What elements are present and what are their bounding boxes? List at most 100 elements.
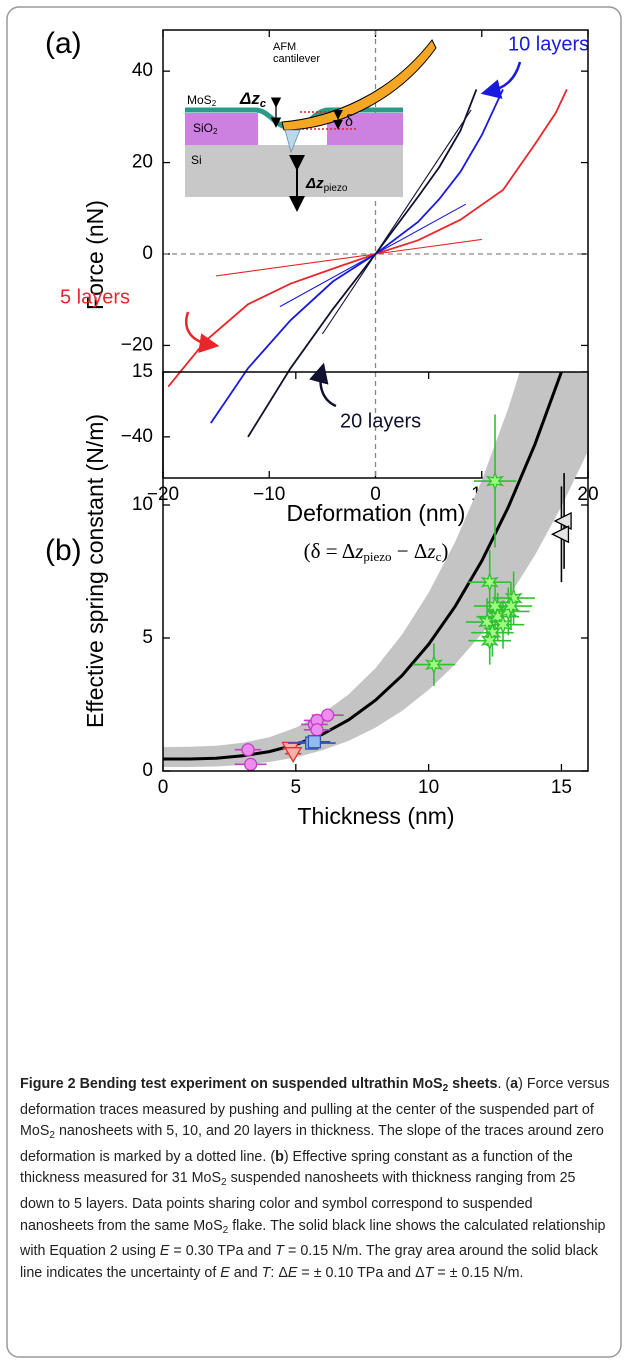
caption-text: sheets: [448, 1076, 498, 1092]
caption-text: T: [424, 1264, 434, 1281]
caption-text: nanosheets with 5, 10, and 20 layers in …: [20, 1123, 604, 1165]
data-point: [550, 525, 570, 544]
data-point: [480, 571, 499, 593]
caption-text: and: [229, 1264, 262, 1281]
inset-label: MoS2: [187, 93, 217, 108]
data-point: [480, 630, 499, 652]
caption-text: ) Effective spring constant as a functio…: [20, 1148, 573, 1187]
x-tick-label: −10: [253, 484, 285, 505]
x-axis-label: Deformation (nm): [287, 500, 466, 526]
x-tick-label: 15: [551, 777, 572, 798]
data-line: [210, 89, 504, 424]
tip: [284, 129, 301, 154]
caption-text: 2: [221, 1177, 227, 1189]
y-tick-label: 20: [132, 152, 153, 173]
formula-part: piezo: [363, 549, 391, 564]
x-tick-label: 0: [370, 484, 381, 505]
formula-part: c: [436, 549, 442, 564]
annotation-arrow: [185, 311, 220, 354]
text: 2: [213, 127, 218, 136]
y-axis-label: Effective spring constant (N/m): [82, 414, 108, 728]
inset-label: AFM: [273, 41, 296, 53]
caption-text: : Δ: [270, 1264, 288, 1281]
caption-text: . (: [497, 1076, 511, 1092]
si-layer: [185, 145, 403, 197]
text: MoS: [187, 93, 212, 107]
inset-label: Si: [191, 153, 202, 167]
caption-text: = 0.15 N/m. The gray area around the sol…: [20, 1243, 599, 1281]
plot-frame: [162, 371, 589, 772]
formula-part: z: [354, 539, 363, 563]
series-label: 10 layers: [508, 33, 589, 55]
formula-part: (δ = Δ: [304, 539, 356, 563]
formula-part: ): [441, 539, 448, 563]
data-point: [553, 511, 572, 531]
caption-text: T: [275, 1243, 285, 1260]
caption-text: T: [261, 1264, 271, 1281]
series-label: 5 layers: [60, 286, 130, 308]
annotation-arrow: [309, 362, 337, 408]
formula-part: − Δ: [392, 539, 428, 563]
inset-label: SiO2: [193, 121, 218, 136]
caption-text: suspended nanosheets with thickness rang…: [20, 1170, 576, 1234]
data-point: [424, 654, 444, 676]
y-tick-label: 10: [132, 494, 153, 515]
y-tick-label: −20: [121, 334, 153, 355]
data-point: [501, 595, 521, 617]
x-tick-label: 10: [418, 777, 439, 798]
cantilever: [281, 39, 437, 131]
plot-frame: [162, 29, 589, 479]
y-tick-label: 15: [132, 361, 153, 382]
data-point: [244, 757, 258, 771]
series-label: 20 layers: [340, 410, 421, 432]
y-tick-label: 0: [142, 760, 153, 781]
data-point: [310, 723, 324, 737]
caption-text: a: [510, 1076, 519, 1092]
fit-line: [216, 238, 482, 277]
text: Δz: [305, 175, 324, 192]
data-point: [485, 470, 505, 492]
caption-text: = ± 0.10 TPa and Δ: [297, 1264, 425, 1281]
x-axis-label: Thickness (nm): [297, 803, 454, 829]
data-line: [247, 89, 478, 438]
text: 2: [212, 99, 217, 108]
figure-border: [6, 6, 622, 1358]
panel-label: (b): [45, 534, 82, 567]
caption-text: b: [275, 1148, 284, 1165]
fit-line: [321, 109, 472, 335]
caption-text: 2: [442, 1083, 449, 1094]
panel-label: (a): [45, 27, 82, 60]
caption-text: flake. The solid black line shows the ca…: [20, 1217, 606, 1260]
caption-text: E: [287, 1264, 298, 1281]
caption: Figure 2 Bending test experiment on susp…: [20, 1074, 610, 1284]
text: c: [260, 98, 266, 110]
inset-label: cantilever: [273, 53, 320, 65]
text: Δz: [239, 89, 260, 108]
caption-text: = 0.30 TPa and: [169, 1243, 276, 1260]
caption-text: ) Force versus deformation traces measur…: [20, 1076, 610, 1140]
text: piezo: [324, 183, 348, 194]
data-point: [241, 743, 255, 757]
inset-label: δ: [345, 111, 353, 130]
sio2-layer: [185, 113, 258, 145]
data-point: [307, 735, 322, 749]
data-point: [284, 747, 303, 764]
inset-label: Δzpiezo: [305, 175, 348, 194]
data-line: [167, 89, 568, 388]
y-axis-label: Force (nN): [82, 200, 108, 310]
caption-text: E: [220, 1264, 230, 1281]
fit-line: [279, 203, 467, 308]
caption-text: 2: [222, 1224, 229, 1236]
panels: (a)Force (nN)Deformation (nm)−20−1001020…: [45, 27, 599, 829]
x-tick-label: 5: [291, 777, 302, 798]
data-point: [493, 614, 513, 636]
y-tick-label: 0: [142, 243, 153, 264]
inset-schematic: AFM cantilever MoS2 SiO2 Si Δzc δ Δzpiez…: [185, 39, 437, 212]
caption-text: Figure 2 Bending test experiment on susp…: [20, 1076, 443, 1092]
text: SiO: [193, 121, 213, 135]
formula: (δ = Δzpiezo − Δzc): [304, 539, 449, 564]
caption-text: 2: [49, 1130, 55, 1142]
x-tick-label: 0: [158, 777, 169, 798]
